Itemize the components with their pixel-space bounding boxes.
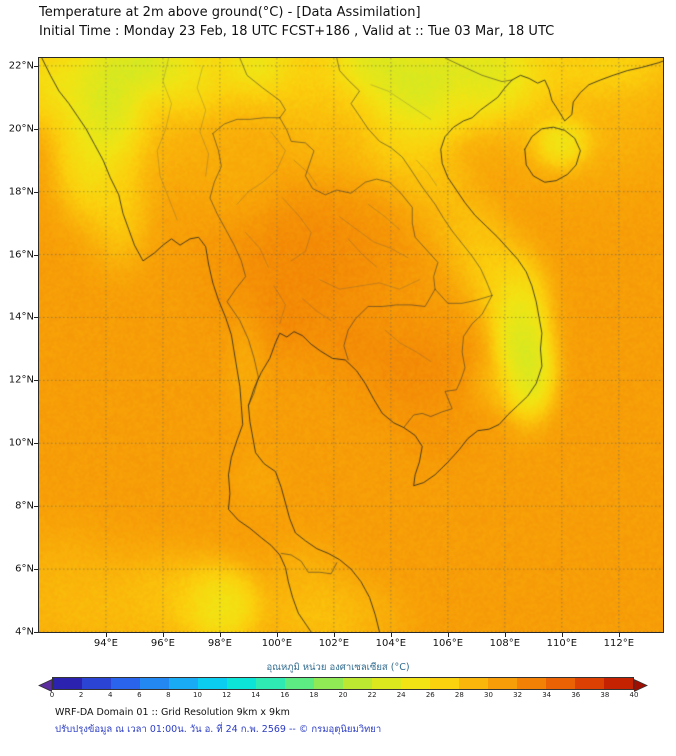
y-tick-label: 22°N	[8, 60, 34, 72]
colorbar-cell	[227, 678, 256, 689]
x-tick-label: 98°E	[207, 638, 232, 649]
temperature-field-canvas	[39, 58, 663, 632]
colorbar-tick-number: 4	[107, 691, 113, 699]
colorbar-cell	[517, 678, 546, 689]
colorbar-cell	[401, 678, 430, 689]
colorbar-over-range-arrow-icon	[633, 677, 648, 693]
map-plot	[38, 57, 664, 633]
colorbar-tick-number: 24	[396, 691, 406, 699]
colorbar-tick-number: 34	[542, 691, 552, 699]
colorbar-tick-number: 12	[222, 691, 232, 699]
x-tick-mark	[162, 633, 164, 637]
colorbar-scale	[52, 677, 634, 690]
x-tick-label: 112°E	[603, 638, 635, 649]
y-tick-label: 18°N	[8, 186, 34, 198]
x-tick-label: 94°E	[93, 638, 118, 649]
colorbar-tick-number: 0	[49, 691, 55, 699]
y-tick-label: 12°N	[8, 374, 34, 386]
x-tick-label: 102°E	[318, 638, 350, 649]
y-tick-label: 8°N	[15, 500, 34, 512]
colorbar-tick-number: 8	[166, 691, 171, 699]
x-tick-mark	[219, 633, 221, 637]
page-title: Temperature at 2m above ground(°C) - [Da…	[39, 5, 421, 20]
colorbar-cell	[372, 678, 401, 689]
colorbar-cell	[256, 678, 285, 689]
colorbar-cell	[169, 678, 198, 689]
x-tick-mark	[504, 633, 506, 637]
y-tick-label: 14°N	[8, 311, 34, 323]
x-tick-label: 100°E	[261, 638, 293, 649]
colorbar-tick-number: 2	[78, 691, 84, 699]
x-tick-label: 104°E	[375, 638, 407, 649]
colorbar-cell	[82, 678, 111, 689]
colorbar-cell	[53, 678, 82, 689]
colorbar-tick-number: 14	[251, 691, 261, 699]
colorbar-tick-number: 16	[280, 691, 290, 699]
colorbar-tick-number: 26	[425, 691, 435, 699]
colorbar-cell	[198, 678, 227, 689]
x-tick-label: 108°E	[489, 638, 521, 649]
colorbar-tick-number: 22	[367, 691, 377, 699]
colorbar-cell	[488, 678, 517, 689]
colorbar-cell	[575, 678, 604, 689]
y-tick-label: 16°N	[8, 249, 34, 261]
colorbar-cell	[140, 678, 169, 689]
footer-update-text: ปรับปรุงข้อมูล ณ เวลา 01:00น. วัน อ. ที่…	[55, 724, 382, 735]
x-tick-mark	[276, 633, 278, 637]
colorbar-tick-labels: 0 2 4 6 8 10 12 14 16 18 20 22 24 26 28 30 32 34 36 38 40	[49, 691, 639, 701]
colorbar: 0 2 4 6 8 10 12 14 16 18 20 22 24 26 28 30 32 34 36 38 40	[38, 677, 648, 699]
colorbar-cell	[546, 678, 575, 689]
colorbar-title: อุณหภูมิ หน่วย องศาเซลเซียส (°C)	[266, 662, 410, 673]
colorbar-tick-number: 10	[193, 691, 202, 699]
x-tick-mark	[618, 633, 620, 637]
x-tick-mark	[390, 633, 392, 637]
y-tick-label: 6°N	[15, 563, 34, 575]
colorbar-tick-number: 18	[309, 691, 319, 699]
page-subtitle: Initial Time : Monday 23 Feb, 18 UTC FCS…	[39, 24, 555, 39]
colorbar-tick-number: 40	[629, 691, 639, 699]
x-tick-label: 110°E	[546, 638, 578, 649]
colorbar-cell	[604, 678, 633, 689]
footer-domain-text: WRF-DA Domain 01 :: Grid Resolution 9km …	[55, 707, 290, 718]
colorbar-cell	[111, 678, 140, 689]
x-tick-mark	[447, 633, 449, 637]
colorbar-tick-number: 30	[484, 691, 493, 699]
colorbar-cell	[314, 678, 343, 689]
colorbar-tick-number: 6	[137, 691, 142, 699]
x-tick-mark	[105, 633, 107, 637]
x-tick-mark	[333, 633, 335, 637]
colorbar-tick-number: 32	[513, 691, 523, 699]
colorbar-cell	[430, 678, 459, 689]
y-tick-label: 10°N	[8, 437, 34, 449]
x-tick-mark	[561, 633, 563, 637]
y-tick-label: 20°N	[8, 123, 34, 135]
colorbar-tick-number: 38	[600, 691, 610, 699]
colorbar-tick-number: 28	[454, 691, 464, 699]
x-tick-label: 106°E	[432, 638, 464, 649]
x-tick-label: 96°E	[150, 638, 175, 649]
colorbar-under-range-arrow-icon	[38, 677, 53, 693]
y-tick-label: 4°N	[15, 626, 34, 638]
colorbar-cell	[343, 678, 372, 689]
colorbar-tick-number: 36	[571, 691, 581, 699]
colorbar-tick-number: 20	[338, 691, 348, 699]
colorbar-cell	[459, 678, 488, 689]
colorbar-cell	[285, 678, 314, 689]
